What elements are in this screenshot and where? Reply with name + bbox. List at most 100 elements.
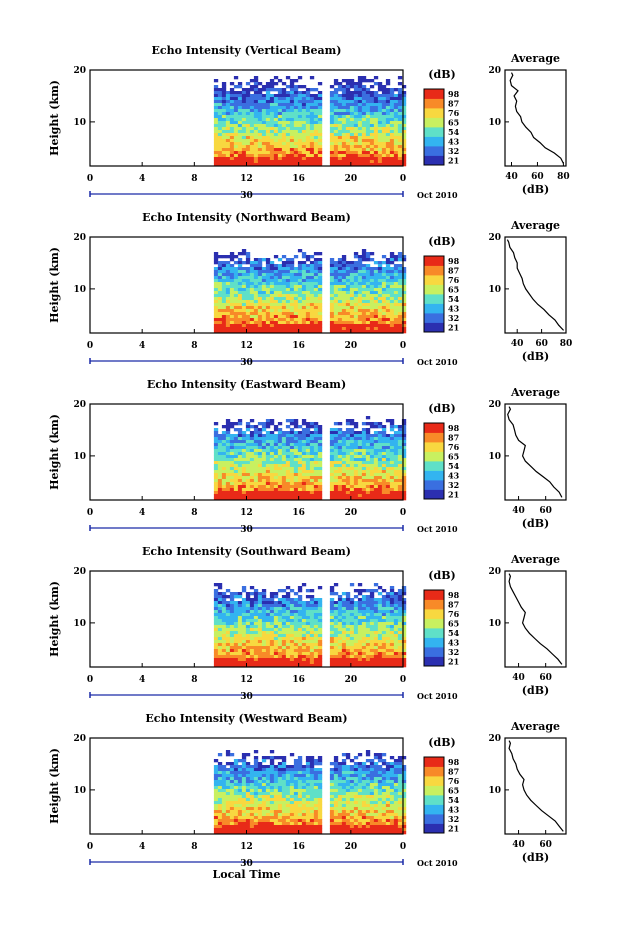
heatmap-cell xyxy=(245,151,251,155)
heatmap-cell xyxy=(249,631,255,635)
heatmap-cell xyxy=(233,473,239,477)
heatmap-cell xyxy=(221,136,227,140)
heatmap-cell xyxy=(377,103,383,107)
heatmap-cell xyxy=(373,270,379,274)
heatmap-cell xyxy=(397,664,403,668)
heatmap-cell xyxy=(301,494,307,498)
heatmap-cell xyxy=(237,601,243,605)
profile-line xyxy=(509,72,564,164)
heatmap-cell xyxy=(401,482,407,486)
heatmap-cell xyxy=(357,103,363,107)
heatmap-cell xyxy=(301,649,307,653)
heatmap-cell xyxy=(221,649,227,653)
heatmap-cell xyxy=(317,628,323,632)
heatmap-cell xyxy=(277,124,283,128)
heatmap-cell xyxy=(229,646,235,650)
heatmap-cell xyxy=(237,303,243,307)
heatmap-cell xyxy=(229,458,235,462)
heatmap-cell xyxy=(225,610,231,614)
heatmap-cell xyxy=(377,303,383,307)
heatmap-cell xyxy=(341,103,347,107)
heatmap-cell xyxy=(305,497,311,501)
heatmap-cell xyxy=(313,154,319,158)
heatmap-cell xyxy=(377,118,383,122)
heatmap-cell xyxy=(397,291,403,295)
heatmap-cell xyxy=(313,261,319,265)
heatmap-cell xyxy=(229,273,235,277)
heatmap-cell xyxy=(289,130,295,134)
heatmap-cell xyxy=(217,819,223,823)
heatmap-cell xyxy=(253,649,259,653)
heatmap-cell xyxy=(341,449,347,453)
heatmap-cell xyxy=(353,285,359,289)
heatmap-cell xyxy=(353,145,359,149)
heatmap-cell xyxy=(297,494,303,498)
heatmap-cell xyxy=(253,94,259,98)
heatmap-cell xyxy=(225,163,231,167)
colorbar-tick-label: 43 xyxy=(448,637,460,647)
heatmap-cell xyxy=(249,655,255,659)
heatmap-cell xyxy=(305,157,311,161)
heatmap-cell xyxy=(221,819,227,823)
heatmap xyxy=(213,76,407,167)
heatmap-cell xyxy=(289,264,295,268)
heatmap-cell xyxy=(301,291,307,295)
heatmap-cell xyxy=(361,127,367,131)
heatmap-cell xyxy=(341,97,347,101)
heatmap-cell xyxy=(229,279,235,283)
heatmap-cell xyxy=(301,148,307,152)
heatmap-cell xyxy=(285,148,291,152)
x-tick-label: 16 xyxy=(292,675,305,685)
heatmap-cell xyxy=(213,106,219,110)
heatmap-cell xyxy=(373,488,379,492)
heatmap-cell xyxy=(353,494,359,498)
heatmap-cell xyxy=(237,142,243,146)
heatmap-cell xyxy=(397,115,403,119)
heatmap-cell xyxy=(389,303,395,307)
heatmap-cell xyxy=(237,607,243,611)
heatmap-cell xyxy=(265,440,271,444)
heatmap-cell xyxy=(277,470,283,474)
heatmap-cell xyxy=(293,640,299,644)
heatmap-cell xyxy=(333,309,339,313)
heatmap-cell xyxy=(257,488,263,492)
heatmap-cell xyxy=(369,610,375,614)
heatmap-cell xyxy=(349,610,355,614)
heatmap-cell xyxy=(249,145,255,149)
heatmap-cell xyxy=(317,285,323,289)
heatmap-cell xyxy=(317,437,323,441)
heatmap-cell xyxy=(217,822,223,826)
heatmap-cell xyxy=(229,443,235,447)
heatmap-cell xyxy=(317,261,323,265)
heatmap-cell xyxy=(361,622,367,626)
heatmap-cell xyxy=(265,261,271,265)
heatmap-cell xyxy=(253,592,259,596)
heatmap-cell xyxy=(385,88,391,92)
heatmap-cell xyxy=(225,148,231,152)
heatmap-cell xyxy=(365,625,371,629)
heatmap-cell xyxy=(377,628,383,632)
heatmap-cell xyxy=(373,655,379,659)
heatmap-cell xyxy=(225,279,231,283)
heatmap-cell xyxy=(221,664,227,668)
heatmap-cell xyxy=(261,643,267,647)
heatmap-cell xyxy=(317,163,323,167)
heatmap-cell xyxy=(373,282,379,286)
heatmap-cell xyxy=(397,270,403,274)
heatmap-cell xyxy=(317,443,323,447)
heatmap-cell xyxy=(233,160,239,164)
heatmap-cell xyxy=(333,467,339,471)
heatmap-cell xyxy=(273,649,279,653)
heatmap-cell xyxy=(253,434,259,438)
heatmap-cell xyxy=(285,425,291,429)
heatmap-cell xyxy=(245,103,251,107)
heatmap-cell xyxy=(317,118,323,122)
heatmap-cell xyxy=(289,652,295,656)
heatmap-cell xyxy=(393,139,399,143)
heatmap-cell xyxy=(357,318,363,322)
heatmap-cell xyxy=(285,85,291,89)
heatmap-cell xyxy=(361,264,367,268)
heatmap-cell xyxy=(401,485,407,489)
heatmap-cell xyxy=(381,318,387,322)
heatmap-cell xyxy=(317,121,323,125)
